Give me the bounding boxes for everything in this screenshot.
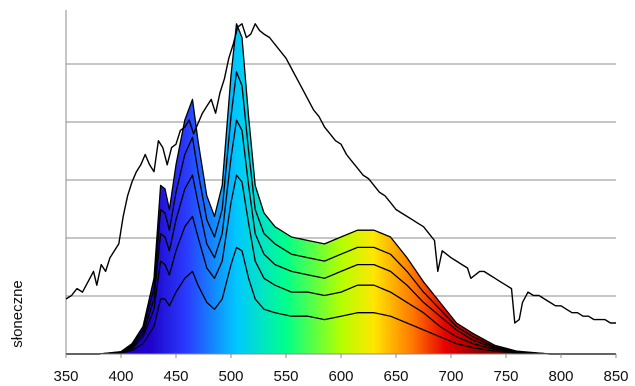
x-tick-label: 500 [218, 368, 243, 385]
series-lines [65, 23, 616, 355]
absorption-3-line [66, 119, 616, 355]
absorption-4-line [66, 71, 616, 355]
absorption-2-line [66, 174, 616, 355]
x-tick-label: 650 [383, 368, 408, 385]
x-tick-label: 600 [328, 368, 353, 385]
absorption-1-line [66, 246, 616, 355]
x-tick-label: 400 [108, 368, 133, 385]
absorption-5-line [66, 23, 616, 355]
y-axis-label: słoneczne [9, 280, 26, 348]
x-tick-label: 850 [603, 368, 628, 385]
x-tick-label: 550 [273, 368, 298, 385]
x-tick-label: 800 [548, 368, 573, 385]
x-tick-label: 450 [163, 368, 188, 385]
x-tick-label: 700 [438, 368, 463, 385]
x-tick-labels: 350 400 450 500 550 600 650 700 750 800 850 [53, 354, 629, 385]
x-tick-label: 750 [493, 368, 518, 385]
solar-spectrum-line [65, 23, 616, 324]
x-tick-label: 350 [53, 368, 78, 385]
